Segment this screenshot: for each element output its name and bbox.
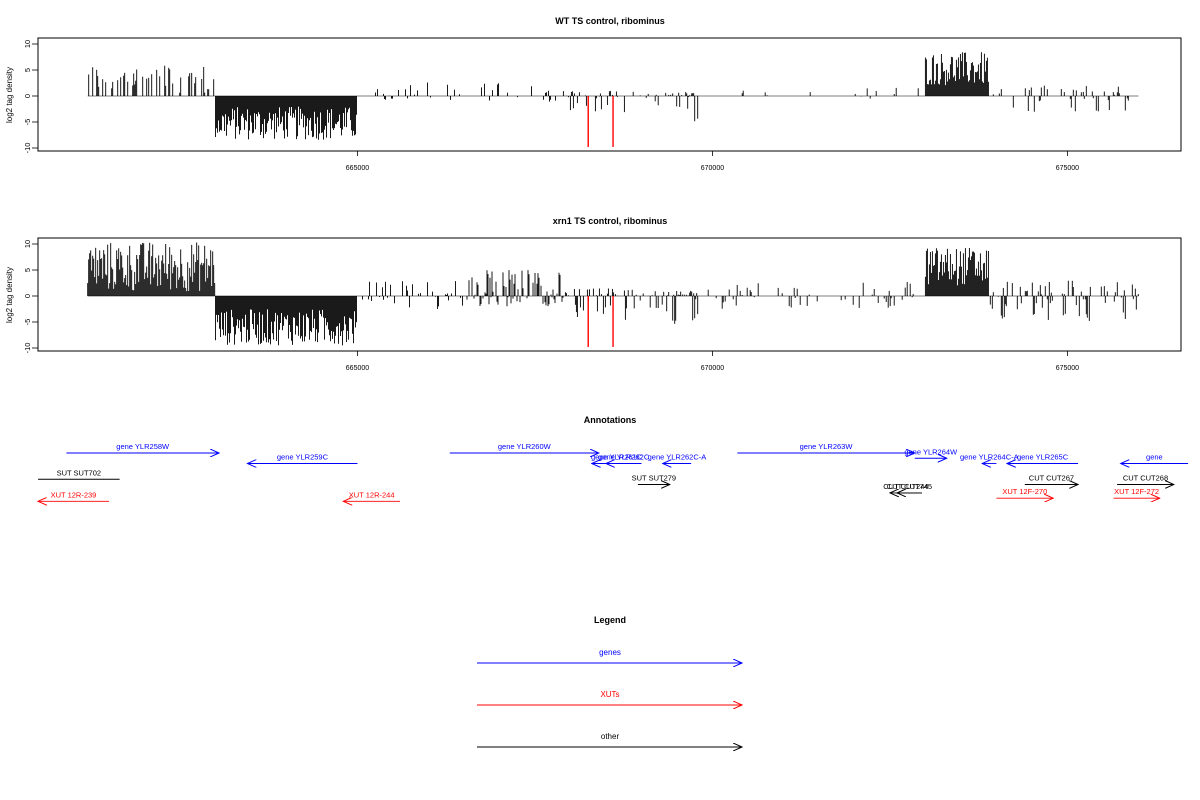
annotation-gene: gene YLR260W bbox=[449, 442, 599, 453]
wt-panel: WT TS control, ribominus log2 tag densit… bbox=[5, 16, 1182, 172]
x-tick-label: 675000 bbox=[1056, 365, 1079, 372]
y-tick-label: -10 bbox=[23, 143, 32, 154]
bar-marks bbox=[87, 242, 1139, 347]
legend-items: genes XUTs other bbox=[477, 648, 742, 747]
feature-label: XUT 12R-239 bbox=[51, 490, 97, 499]
y-axis: 10 5 0 -5 -10 bbox=[23, 40, 38, 154]
annotation-gene: gene YLR264C-A bbox=[960, 453, 1019, 464]
x-tick-label: 665000 bbox=[346, 165, 369, 172]
annotation-gene: gene YLR258W bbox=[66, 442, 219, 453]
feature-label: gene YLR265C bbox=[1017, 453, 1069, 462]
feature-label: CUT CUT268 bbox=[1123, 474, 1168, 483]
feature-label: XUT 12F-270 bbox=[1002, 487, 1047, 496]
annotation-other: CUT CUT267 bbox=[1024, 474, 1078, 485]
annotation-xut: XUT 12R-244 bbox=[343, 490, 401, 501]
y-tick-label: 0 bbox=[23, 94, 32, 98]
feature-label: gene YLR259C bbox=[277, 453, 329, 462]
annotation-other: SUT SUT279 bbox=[632, 474, 676, 485]
annotation-gene: gene YLR264W bbox=[904, 447, 958, 458]
feature-label: SUT SUT702 bbox=[57, 468, 101, 477]
feature-label: CUT CUT267 bbox=[1029, 474, 1074, 483]
feature-label: gene YLR262C-A bbox=[648, 453, 707, 462]
y-axis-label: log2 tag density bbox=[5, 267, 14, 323]
annotation-gene: gene YLR262C-A bbox=[648, 453, 707, 464]
legend-item-other: other bbox=[477, 732, 742, 747]
feature-label: CUT CUT745 bbox=[887, 482, 932, 491]
annotation-other: SUT SUT702 bbox=[38, 468, 120, 480]
x-tick-label: 665000 bbox=[346, 365, 369, 372]
feature-label: XUT 12R-244 bbox=[349, 490, 395, 499]
y-tick-label: 5 bbox=[23, 268, 32, 272]
legend-title: Legend bbox=[594, 615, 626, 625]
feature-label: XUT 12F-272 bbox=[1114, 487, 1159, 496]
y-tick-label: 10 bbox=[23, 40, 32, 48]
x-tick-label: 670000 bbox=[701, 365, 724, 372]
annotation-gene: gene YLR262C bbox=[598, 453, 650, 464]
legend-label: other bbox=[601, 732, 620, 741]
annotation-gene: gene YLR265C bbox=[1007, 453, 1079, 464]
annotation-xut: XUT 12F-272 bbox=[1113, 487, 1160, 498]
bar-marks bbox=[87, 52, 1139, 147]
feature-label: SUT SUT279 bbox=[632, 474, 676, 483]
y-tick-label: -10 bbox=[23, 343, 32, 354]
feature-label: gene YLR264W bbox=[904, 447, 958, 456]
y-tick-label: 5 bbox=[23, 68, 32, 72]
plot-frame bbox=[37, 37, 1182, 152]
x-axis: 665000 670000 675000 bbox=[346, 351, 1079, 372]
annotation-gene: gene YLR263W bbox=[737, 442, 914, 453]
annotation-gene: gene bbox=[1121, 453, 1189, 464]
annotation-gene: gene YLR259C bbox=[247, 453, 358, 464]
annotation-other: CUT CUT268 bbox=[1117, 474, 1174, 485]
legend-item-gene: genes bbox=[477, 648, 742, 663]
legend-label: XUTs bbox=[600, 690, 619, 699]
annotation-features: gene YLR258W gene YLR259C gene YLR260W gene… bbox=[38, 442, 1189, 501]
feature-label: gene YLR260W bbox=[498, 442, 552, 451]
legend-item-xut: XUTs bbox=[477, 690, 742, 705]
y-tick-label: 0 bbox=[23, 294, 32, 298]
annotation-other: CUT CUT745 bbox=[887, 482, 932, 493]
legend: Legend genes XUTs other bbox=[477, 615, 742, 747]
panel-title: WT TS control, ribominus bbox=[555, 16, 665, 26]
y-tick-label: -5 bbox=[23, 119, 32, 126]
x-axis: 665000 670000 675000 bbox=[346, 151, 1079, 172]
y-tick-label: -5 bbox=[23, 319, 32, 326]
feature-label: gene YLR264C-A bbox=[960, 453, 1019, 462]
x-tick-label: 675000 bbox=[1056, 165, 1079, 172]
feature-label: gene YLR261C bbox=[591, 453, 643, 462]
feature-label: CUT CUT244 bbox=[883, 482, 928, 491]
y-axis-label: log2 tag density bbox=[5, 67, 14, 123]
feature-label: gene YLR263W bbox=[800, 442, 854, 451]
feature-label: gene YLR262C bbox=[598, 453, 650, 462]
y-tick-label: 10 bbox=[23, 240, 32, 248]
annotation-xut: XUT 12R-239 bbox=[38, 490, 109, 501]
feature-label: gene YLR258W bbox=[116, 442, 170, 451]
panel-title: xrn1 TS control, ribominus bbox=[553, 216, 668, 226]
xrn1-panel: xrn1 TS control, ribominus log2 tag dens… bbox=[5, 216, 1182, 372]
legend-label: genes bbox=[599, 648, 621, 657]
x-tick-label: 670000 bbox=[701, 165, 724, 172]
y-axis: 10 5 0 -5 -10 bbox=[23, 240, 38, 354]
feature-label: gene bbox=[1146, 453, 1163, 462]
annotation-xut: XUT 12F-270 bbox=[996, 487, 1053, 498]
annotations-title: Annotations bbox=[584, 415, 637, 425]
plot-frame bbox=[37, 237, 1182, 352]
